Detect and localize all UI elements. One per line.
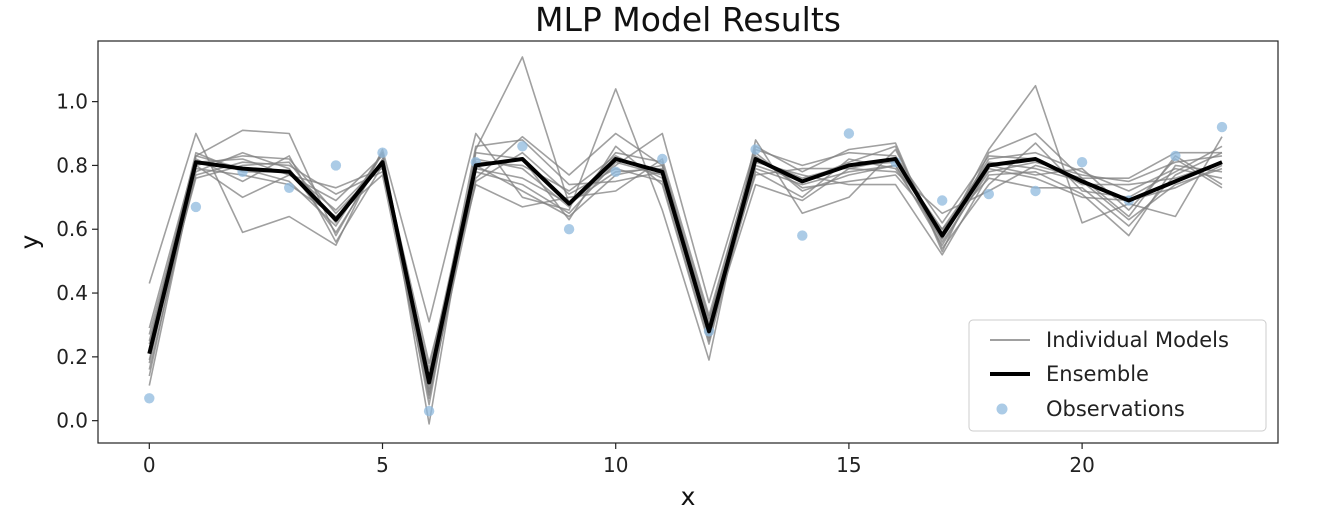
x-tick-label: 10 xyxy=(603,453,628,477)
y-tick-label: 1.0 xyxy=(56,90,88,114)
observation-point xyxy=(843,128,855,139)
x-tick-label: 0 xyxy=(143,453,156,477)
plot-area xyxy=(144,56,1228,425)
individual-model-line-11 xyxy=(148,151,1223,396)
observation-point xyxy=(144,393,155,404)
observation-point xyxy=(1216,121,1228,133)
observation-point xyxy=(330,160,342,171)
legend-box xyxy=(968,319,1267,432)
observation-point xyxy=(937,195,948,206)
observation-point xyxy=(750,144,761,155)
y-axis-title: y xyxy=(15,234,44,249)
legend: Individual Models Ensemble Observations xyxy=(968,319,1267,432)
axis-ticks: 0 5 10 15 20 0.0 0.2 0.4 0.6 0.8 1.0 xyxy=(56,90,1095,477)
x-tick-label: 15 xyxy=(836,453,861,477)
observation-point xyxy=(983,188,994,200)
observation-point xyxy=(1170,150,1181,162)
observation-point xyxy=(563,224,575,235)
legend-label-ensemble: Ensemble xyxy=(1046,362,1149,386)
observation-point xyxy=(190,201,202,213)
observation-point xyxy=(423,405,435,417)
y-tick-label: 0.4 xyxy=(56,281,88,305)
ensemble-line xyxy=(147,157,1223,385)
observation-point xyxy=(284,182,295,193)
y-tick-label: 0.6 xyxy=(56,217,88,241)
observation-point xyxy=(1076,157,1088,168)
legend-label-individual-models: Individual Models xyxy=(1046,328,1229,352)
observation-point xyxy=(610,166,621,177)
observation-point xyxy=(517,141,528,152)
individual-model-line-1 xyxy=(148,84,1223,361)
legend-label-observations: Observations xyxy=(1046,397,1185,421)
y-tick-label: 0.0 xyxy=(56,409,88,433)
individual-model-line-7 xyxy=(148,145,1223,406)
chart-title: MLP Model Results xyxy=(535,0,841,39)
y-tick-label: 0.8 xyxy=(56,153,88,177)
observation-point xyxy=(377,147,388,158)
y-tick-label: 0.2 xyxy=(56,345,88,369)
x-axis-title: x xyxy=(681,482,696,511)
observation-point xyxy=(1030,185,1041,197)
legend-swatch-observations xyxy=(996,403,1008,415)
x-tick-label: 20 xyxy=(1069,453,1094,477)
observation-point xyxy=(797,230,808,241)
x-tick-label: 5 xyxy=(376,453,389,477)
observation-point xyxy=(657,153,668,165)
plot-frame xyxy=(97,40,1279,444)
